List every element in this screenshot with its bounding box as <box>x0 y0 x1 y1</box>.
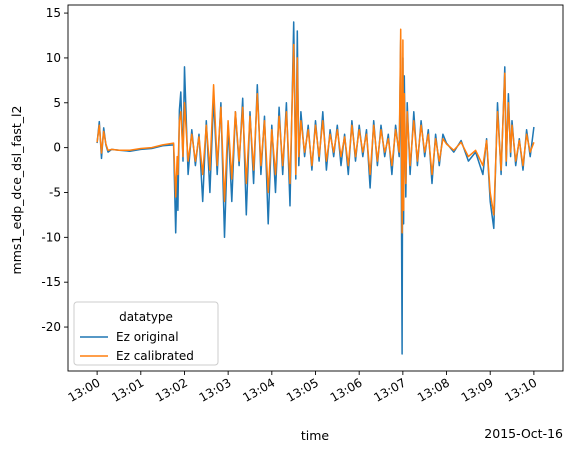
x-tick-label: 13:10 <box>502 375 539 404</box>
x-tick-label: 13:04 <box>240 375 277 404</box>
x-tick-label: 13:01 <box>109 375 146 404</box>
legend-label-ez-original: Ez original <box>116 330 179 344</box>
y-tick-label: 10 <box>46 51 61 65</box>
x-tick-label: 13:06 <box>328 375 365 404</box>
x-tick-label: 13:00 <box>66 375 103 404</box>
legend: datatype Ez original Ez calibrated <box>73 301 219 366</box>
y-tick-label: -20 <box>41 320 61 334</box>
legend-frame <box>73 301 219 366</box>
legend-title: datatype <box>119 310 173 324</box>
x-tick-label: 13:07 <box>371 375 408 404</box>
y-tick-label: -5 <box>49 185 61 199</box>
y-tick-label: 5 <box>53 96 61 110</box>
series-line-ez-calibrated <box>96 28 535 234</box>
y-tick-label: 0 <box>53 141 61 155</box>
y-tick-label: 15 <box>46 6 61 20</box>
x-tick-label: 13:09 <box>459 375 496 404</box>
y-tick-label: -10 <box>41 230 61 244</box>
y-axis-label: mms1_edp_dce_dsl_fast_l2 <box>9 106 24 275</box>
x-tick-label: 13:03 <box>197 375 234 404</box>
x-tick-label: 13:08 <box>415 375 452 404</box>
x-tick-label: 13:02 <box>153 375 190 404</box>
y-tick-label: -15 <box>41 275 61 289</box>
x-tick-label: 13:05 <box>284 375 321 404</box>
legend-label-ez-calibrated: Ez calibrated <box>116 349 194 363</box>
x-axis-label: time <box>301 428 330 443</box>
date-offset-label: 2015-Oct-16 <box>484 426 563 441</box>
